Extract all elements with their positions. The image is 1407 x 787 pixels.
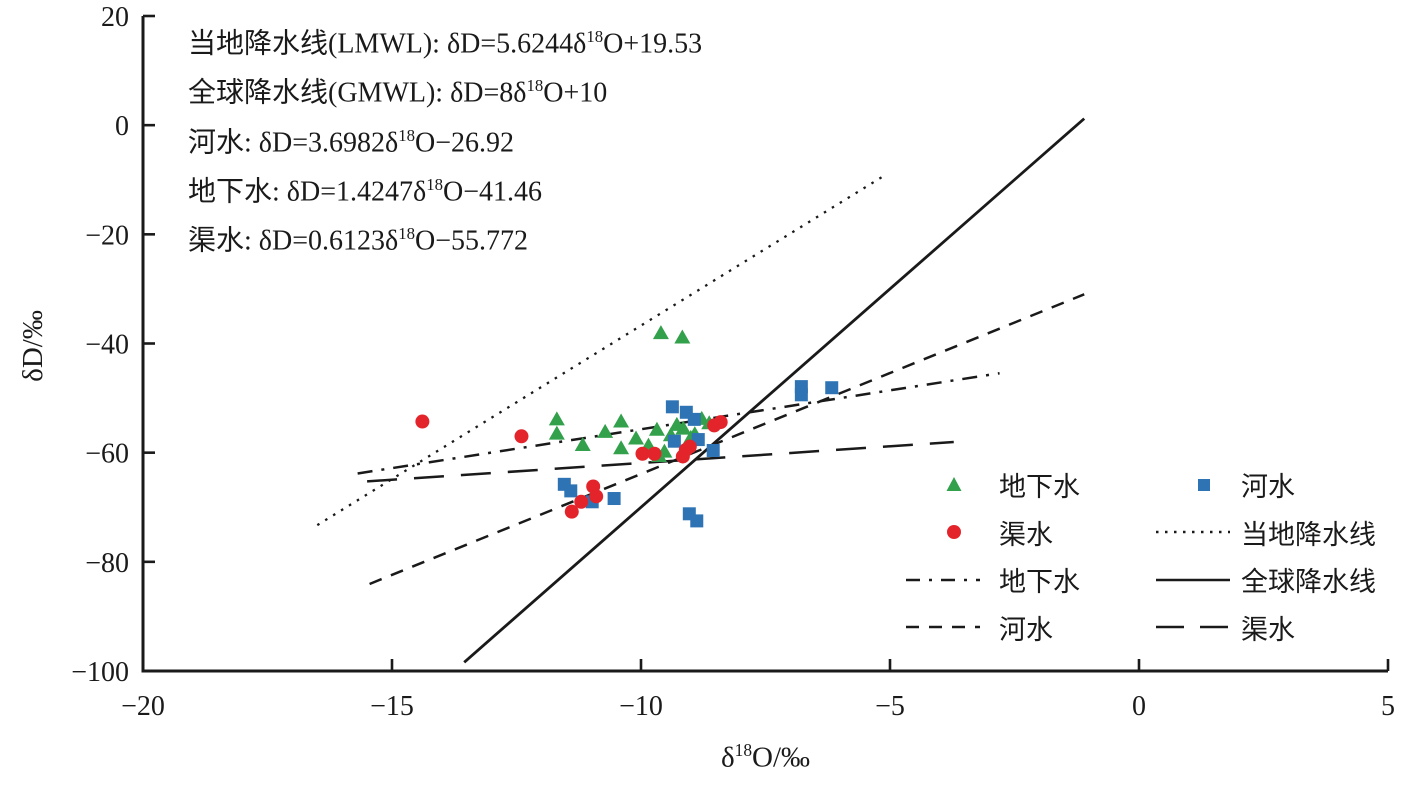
data-point-circle — [415, 414, 430, 429]
data-point-circle — [574, 494, 589, 509]
data-point-square — [690, 514, 704, 528]
x-axis-title: δ18O/‰ — [720, 740, 811, 774]
data-point-triangle — [628, 430, 645, 445]
scatter-series — [548, 325, 718, 462]
x-tick-label: −5 — [875, 691, 905, 722]
equation-canal: 渠水: δD=0.6123δ18O−55.772 — [188, 224, 528, 257]
legend-item-canal-line: 渠水 — [1153, 604, 1407, 652]
data-point-square — [706, 443, 720, 457]
data-point-circle — [682, 439, 697, 454]
river-square-icon — [1153, 474, 1233, 496]
data-point-triangle — [648, 421, 665, 436]
groundwater-dashdot-line-icon — [903, 569, 983, 591]
y-axis-title: δD/‰ — [17, 310, 49, 382]
legend-item-gmwl-line: 全球降水线 — [1153, 556, 1407, 604]
legend: 地下水 渠水 地下水 河水 河水 当地降水线 — [903, 461, 1407, 651]
lmwl-dotted-line-icon — [1153, 521, 1233, 543]
y-tick-label: 0 — [115, 111, 129, 142]
data-point-square — [667, 434, 681, 448]
legend-label: 河水 — [1241, 472, 1295, 503]
data-point-circle — [564, 504, 579, 519]
legend-label: 渠水 — [1241, 614, 1295, 645]
groundwater-triangle-icon — [903, 474, 983, 496]
legend-item-groundwater-points: 地下水 — [903, 461, 1153, 509]
data-point-square — [607, 492, 621, 506]
y-tick-label: −60 — [85, 439, 129, 470]
data-point-circle — [589, 489, 604, 504]
x-tick-label: 0 — [1132, 691, 1146, 722]
x-tick-label: −15 — [370, 691, 414, 722]
river-dashed-line-icon — [903, 616, 983, 638]
y-tick-label: −40 — [85, 330, 129, 361]
data-point-square — [687, 412, 701, 426]
legend-label: 渠水 — [999, 519, 1053, 550]
equation-annotations: 当地降水线(LMWL): δD=5.6244δ18O+19.53 全球降水线(G… — [188, 16, 702, 263]
data-point-triangle — [674, 329, 691, 344]
data-point-triangle — [613, 440, 630, 455]
gmwl-solid-line-icon — [1153, 569, 1233, 591]
data-point-square — [665, 400, 679, 414]
legend-label: 地下水 — [999, 472, 1080, 503]
axes: −20 −15 −10 −5 0 5 20 0 −20 −40 −60 −80 −100 — [71, 2, 1395, 722]
legend-item-lmwl-line: 当地降水线 — [1153, 509, 1407, 557]
data-point-square — [794, 388, 808, 402]
data-point-triangle — [652, 325, 669, 340]
legend-label: 当地降水线 — [1241, 519, 1376, 550]
scatter-series — [415, 414, 728, 519]
data-point-square — [825, 381, 839, 395]
equation-groundwater: 地下水: δD=1.4247δ18O−41.46 — [188, 174, 542, 208]
data-point-circle — [635, 446, 650, 461]
legend-item-canal-points: 渠水 — [903, 509, 1153, 557]
y-tick-label: −100 — [71, 657, 129, 688]
data-point-circle — [647, 446, 662, 461]
legend-label: 全球降水线 — [1241, 567, 1376, 598]
equation-river: 河水: δD=3.6982δ18O−26.92 — [188, 125, 514, 158]
data-point-square — [564, 484, 578, 498]
canal-circle-icon — [903, 521, 983, 543]
y-tick-label: 20 — [101, 2, 129, 33]
data-point-triangle — [675, 420, 692, 435]
data-point-triangle — [613, 413, 630, 428]
data-point-triangle — [597, 423, 614, 438]
data-point-triangle — [574, 437, 591, 452]
scatter-series — [557, 380, 839, 528]
x-tick-label: −20 — [121, 691, 165, 722]
data-point-triangle — [548, 425, 565, 440]
legend-label: 河水 — [999, 614, 1053, 645]
equation-gmwl: 全球降水线(GMWL): δD=8δ18O+10 — [188, 76, 608, 109]
x-tick-label: −10 — [619, 691, 663, 722]
y-tick-label: −20 — [85, 220, 129, 251]
legend-item-groundwater-line: 地下水 — [903, 556, 1153, 604]
equation-lmwl: 当地降水线(LMWL): δD=5.6244δ18O+19.53 — [188, 27, 703, 60]
data-point-circle — [514, 429, 529, 444]
data-point-triangle — [548, 411, 565, 426]
legend-label: 地下水 — [999, 567, 1080, 598]
x-tick-label: 5 — [1381, 691, 1395, 722]
y-tick-label: −80 — [85, 548, 129, 579]
fit-line — [463, 117, 1086, 664]
data-point-circle — [713, 415, 728, 430]
canal-longdash-line-icon — [1153, 616, 1233, 638]
legend-item-river-line: 河水 — [903, 604, 1153, 652]
legend-item-river-points: 河水 — [1153, 461, 1407, 509]
